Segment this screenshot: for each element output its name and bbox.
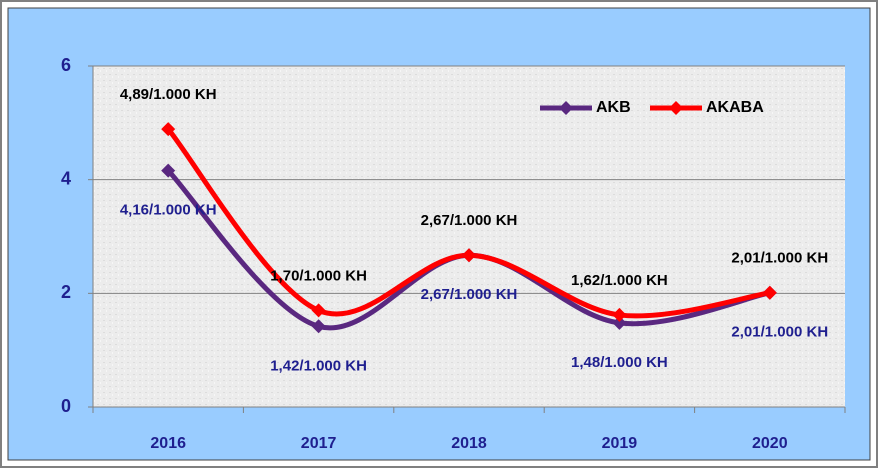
marker xyxy=(762,285,777,300)
x-tick-label: 2020 xyxy=(752,435,788,452)
y-tick-label: 2 xyxy=(61,282,71,302)
y-tick-label: 6 xyxy=(61,55,71,75)
legend-label: AKB xyxy=(596,99,631,116)
marker xyxy=(311,303,326,318)
x-tick-label: 2019 xyxy=(602,435,638,452)
data-label: 1,42/1.000 KH xyxy=(270,357,367,374)
x-tick-label: 2017 xyxy=(301,435,337,452)
x-tick-label: 2016 xyxy=(150,435,186,452)
data-label: 1,48/1.000 KH xyxy=(571,354,668,371)
data-label: 2,67/1.000 KH xyxy=(421,212,518,229)
data-label: 1,62/1.000 KH xyxy=(571,272,668,289)
marker xyxy=(161,163,176,178)
plot-area xyxy=(93,66,845,407)
data-label: 2,67/1.000 KH xyxy=(421,286,518,303)
marker xyxy=(612,307,627,322)
legend-marker xyxy=(669,101,683,115)
marker xyxy=(311,319,326,334)
x-tick-label: 2018 xyxy=(451,435,487,452)
marker xyxy=(462,248,476,263)
data-label: 1,70/1.000 KH xyxy=(270,267,367,284)
legend-label: AKABA xyxy=(706,99,764,116)
legend-marker xyxy=(559,101,573,115)
marker xyxy=(161,122,176,137)
data-label: 2,01/1.000 KH xyxy=(731,250,828,267)
data-label: 4,16/1.000 KH xyxy=(120,202,217,219)
y-tick-label: 0 xyxy=(61,396,71,416)
data-label: 4,89/1.000 KH xyxy=(120,86,217,103)
y-tick-label: 4 xyxy=(61,168,71,188)
marker xyxy=(612,315,627,330)
series-line xyxy=(166,127,771,319)
data-label: 2,01/1.000 KH xyxy=(731,324,828,341)
